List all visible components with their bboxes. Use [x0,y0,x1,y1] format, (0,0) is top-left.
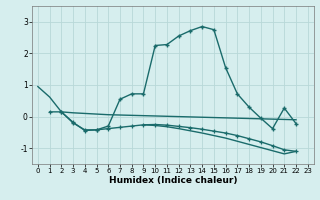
X-axis label: Humidex (Indice chaleur): Humidex (Indice chaleur) [108,176,237,185]
